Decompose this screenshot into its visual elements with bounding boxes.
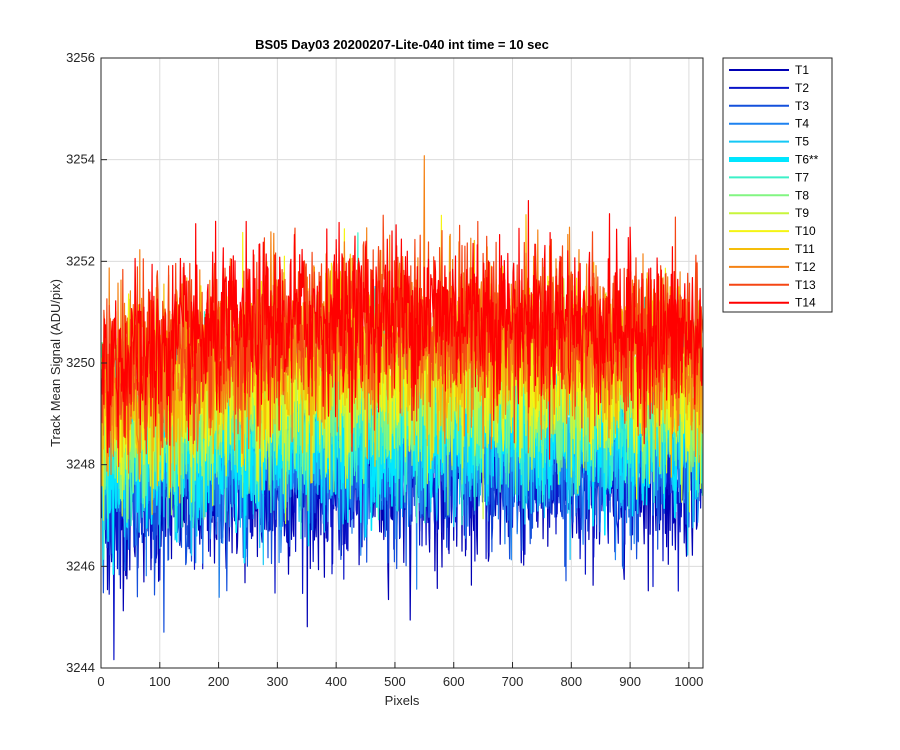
- series-layer: [101, 155, 703, 661]
- legend-label: T13: [795, 278, 816, 292]
- y-axis-label: Track Mean Signal (ADU/pix): [48, 279, 63, 447]
- x-tick-label: 400: [325, 674, 347, 689]
- x-tick-label: 600: [443, 674, 465, 689]
- y-tick-label: 3246: [66, 558, 95, 573]
- legend-label: T8: [795, 188, 809, 202]
- x-tick-label: 700: [502, 674, 524, 689]
- y-tick-label: 3252: [66, 253, 95, 268]
- legend-label: T3: [795, 99, 809, 113]
- legend-label: T10: [795, 224, 816, 238]
- y-tick-label: 3254: [66, 152, 95, 167]
- legend: T1 T2 T3 T4 T5 T6** T7 T8 T9 T10 T11 T12 T13 T14: [722, 57, 833, 313]
- x-tick-label: 0: [97, 674, 104, 689]
- y-tick-label: 3248: [66, 457, 95, 472]
- y-axis: 3244 3246 3248 3250 3252 3254 3256: [66, 50, 107, 675]
- y-tick-label: 3256: [66, 50, 95, 65]
- x-tick-label: 900: [619, 674, 641, 689]
- x-axis-label: Pixels: [385, 693, 420, 708]
- x-tick-label: 1000: [674, 674, 703, 689]
- x-tick-label: 200: [208, 674, 230, 689]
- x-tick-label: 500: [384, 674, 406, 689]
- x-tick-label: 100: [149, 674, 171, 689]
- legend-label: T6**: [795, 153, 819, 167]
- legend-label: T5: [795, 135, 809, 149]
- legend-label: T11: [795, 242, 815, 256]
- legend-label: T9: [795, 206, 809, 220]
- chart-title: BS05 Day03 20200207-Lite-040 int time = …: [255, 37, 549, 52]
- legend-label: T4: [795, 117, 809, 131]
- legend-label: T14: [795, 296, 816, 310]
- series-line-t14: [101, 200, 703, 460]
- legend-label: T12: [795, 260, 816, 274]
- legend-label: T1: [795, 63, 809, 77]
- y-tick-label: 3250: [66, 355, 95, 370]
- y-tick-label: 3244: [66, 660, 95, 675]
- x-tick-label: 300: [267, 674, 289, 689]
- legend-label: T7: [795, 170, 809, 184]
- x-tick-label: 800: [560, 674, 582, 689]
- x-axis: 0 100 200 300 400 500 600 700 800 900 1000: [97, 662, 703, 689]
- legend-box: [722, 57, 833, 313]
- legend-label: T2: [795, 81, 809, 95]
